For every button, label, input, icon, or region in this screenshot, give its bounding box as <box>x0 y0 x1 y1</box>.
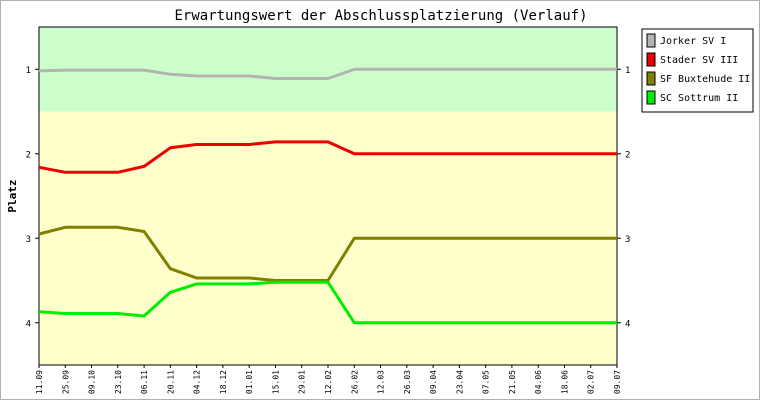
y-tick-label-left-3: 4 <box>26 319 31 329</box>
x-tick-label-5: 20.11 <box>166 370 175 394</box>
y-tick-label-right-0: 1 <box>625 66 630 76</box>
x-tick-label-2: 09.10 <box>88 370 97 394</box>
x-tick-label-4: 06.11 <box>140 370 149 394</box>
chart-title: Erwartungswert der Abschlussplatzierung … <box>174 8 587 24</box>
x-tick-label-12: 26.02 <box>350 370 359 394</box>
x-tick-label-1: 25.09 <box>61 370 70 394</box>
x-tick-label-16: 23.04 <box>455 370 464 394</box>
legend-label-2: SF Buxtehude II <box>660 74 750 85</box>
legend-box <box>641 28 754 113</box>
x-tick-label-18: 21.05 <box>508 370 517 394</box>
x-tick-label-6: 04.12 <box>193 370 202 394</box>
x-tick-label-9: 15.01 <box>271 370 280 394</box>
legend-swatch-2 <box>646 71 656 86</box>
legend-label-0: Jorker SV I <box>660 36 726 47</box>
y-tick-label-left-2: 3 <box>26 235 31 245</box>
y-tick-label-left-0: 1 <box>26 66 31 76</box>
legend-label-1: Stader SV III <box>660 55 738 66</box>
y-tick-label-right-2: 3 <box>625 235 630 245</box>
plot-area: 1 1 2 2 3 3 4 4 11.09 25.09 09.10 23.10 06.11 20.11 04… <box>26 26 630 394</box>
series-line-1 <box>38 140 617 174</box>
legend-swatch-0 <box>646 33 656 48</box>
y-tick-label-right-3: 4 <box>625 319 630 329</box>
y-tick-label-right-1: 2 <box>625 150 630 160</box>
x-tick-label-14: 26.03 <box>403 370 412 394</box>
series-line-0 <box>38 67 617 80</box>
x-tick-label-3: 23.10 <box>114 370 123 394</box>
legend-swatch-3 <box>646 90 656 105</box>
x-tick-label-10: 29.01 <box>298 370 307 394</box>
x-tick-label-7: 18.12 <box>219 370 228 394</box>
series-line-2 <box>38 225 617 282</box>
legend: Jorker SV I Stader SV III SF Buxtehude II S… <box>641 28 754 113</box>
legend-swatch-1 <box>646 52 656 67</box>
x-tick-label-20: 18.06 <box>560 370 569 394</box>
x-tick-label-22: 09.07 <box>613 370 622 394</box>
x-tick-label-21: 02.07 <box>587 370 596 394</box>
x-tick-label-8: 01.01 <box>245 370 254 394</box>
y-axis-label: Platz <box>6 179 19 212</box>
legend-label-3: SC Sottrum II <box>660 93 738 104</box>
x-tick-label-15: 09.04 <box>429 370 438 394</box>
x-tick-label-19: 04.06 <box>534 370 543 394</box>
x-tick-label-17: 07.05 <box>482 370 491 394</box>
x-tick-label-13: 12.03 <box>377 370 386 394</box>
x-tick-label-0: 11.09 <box>35 370 44 394</box>
x-tick-label-11: 12.02 <box>324 370 333 394</box>
y-tick-label-left-1: 2 <box>26 150 31 160</box>
series-line-3 <box>38 280 617 325</box>
